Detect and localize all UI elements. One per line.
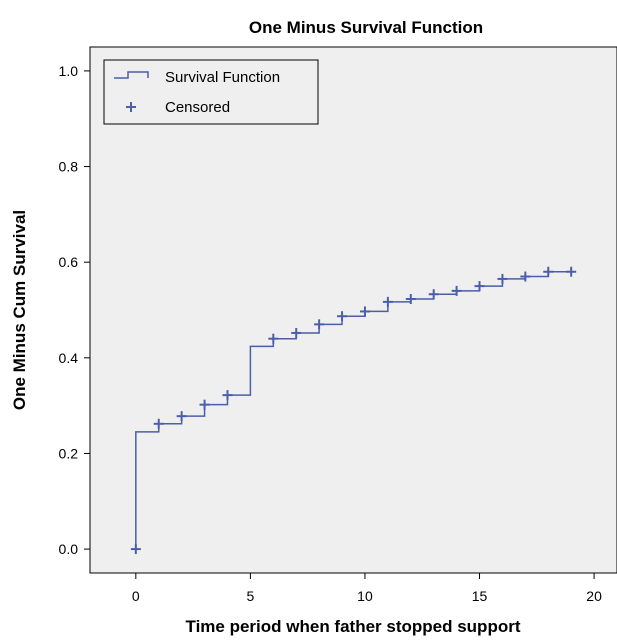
x-tick-label: 10 [357, 588, 373, 604]
survival-function-legend-symbol [114, 71, 149, 79]
censored-legend-symbol [126, 102, 136, 112]
censored-marker [153, 418, 164, 429]
x-axis-title: Time period when father stopped support [186, 617, 521, 636]
y-tick-label: 1.0 [59, 63, 79, 79]
censored-marker [130, 544, 141, 555]
censored-marker [543, 266, 554, 277]
censored-marker [337, 311, 348, 322]
censored-marker [428, 289, 439, 300]
censored-marker [405, 294, 416, 305]
x-tick-label: 20 [586, 588, 602, 604]
legend-label-censored: Censored [165, 99, 230, 116]
censored-marker [520, 271, 531, 282]
censored-marker [176, 411, 187, 422]
censored-markers [130, 266, 577, 555]
y-tick-label: 0.4 [59, 350, 79, 366]
x-tick-label: 5 [246, 588, 254, 604]
y-axis: 0.0 0.2 0.4 0.6 0.8 1.0 [59, 63, 90, 557]
censored-marker [359, 306, 370, 317]
censored-marker [451, 285, 462, 296]
y-axis-title: One Minus Cum Survival [10, 210, 29, 410]
censored-marker [268, 333, 279, 344]
chart-title: One Minus Survival Function [249, 18, 483, 37]
x-axis: 0 5 10 15 20 [132, 573, 602, 604]
plot-area [89, 46, 617, 574]
x-tick-label: 0 [132, 588, 140, 604]
censored-marker [291, 327, 302, 338]
legend-label-survival-function: Survival Function [165, 69, 280, 86]
censored-marker [566, 266, 577, 277]
censored-marker [222, 390, 233, 401]
censored-legend-cross [126, 102, 136, 112]
y-tick-label: 0.0 [59, 541, 79, 557]
censored-marker [497, 273, 508, 284]
censored-marker [474, 281, 485, 292]
censored-marker [314, 319, 325, 330]
censored-marker [199, 399, 210, 410]
x-tick-label: 15 [472, 588, 488, 604]
legend: Survival Function Censored [103, 59, 319, 125]
legend-box [103, 59, 319, 125]
y-tick-label: 0.8 [59, 159, 79, 175]
y-tick-label: 0.6 [59, 254, 79, 270]
y-tick-label: 0.2 [59, 445, 79, 461]
censored-marker [382, 296, 393, 307]
